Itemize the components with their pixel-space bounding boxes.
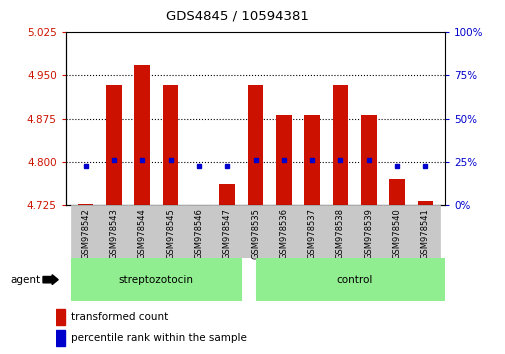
Bar — [134, 65, 150, 205]
Text: GSM978538: GSM978538 — [335, 208, 344, 259]
Bar — [360, 115, 376, 205]
Bar — [106, 85, 122, 205]
Bar — [247, 85, 263, 205]
Bar — [417, 201, 432, 205]
Text: streptozotocin: streptozotocin — [119, 275, 193, 285]
Bar — [297, 205, 326, 258]
Bar — [156, 205, 184, 258]
Bar — [326, 205, 354, 258]
Bar — [304, 115, 319, 205]
Bar — [99, 205, 128, 258]
Bar — [382, 205, 411, 258]
Text: GSM978547: GSM978547 — [222, 208, 231, 259]
Text: GSM978537: GSM978537 — [307, 208, 316, 259]
Bar — [163, 85, 178, 205]
Bar — [128, 205, 156, 258]
Bar — [276, 115, 291, 205]
Text: GSM978540: GSM978540 — [392, 208, 401, 259]
Bar — [71, 258, 241, 301]
Text: GSM978546: GSM978546 — [194, 208, 203, 259]
Text: transformed count: transformed count — [71, 312, 168, 322]
Text: GSM978545: GSM978545 — [166, 208, 175, 259]
Text: GSM978542: GSM978542 — [81, 208, 90, 259]
Text: GDS4845 / 10594381: GDS4845 / 10594381 — [166, 10, 309, 22]
Bar — [269, 205, 297, 258]
Text: agent: agent — [10, 275, 40, 285]
Bar — [219, 184, 234, 205]
Bar — [71, 205, 99, 258]
Bar — [354, 205, 382, 258]
Text: control: control — [336, 275, 372, 285]
Text: GSM978544: GSM978544 — [137, 208, 146, 259]
Bar — [213, 205, 241, 258]
Bar — [411, 205, 439, 258]
Bar — [388, 179, 404, 205]
Bar — [255, 258, 453, 301]
Bar — [56, 309, 65, 325]
Text: GSM978539: GSM978539 — [364, 208, 373, 259]
Bar — [332, 85, 347, 205]
Bar — [184, 205, 213, 258]
Text: GSM978535: GSM978535 — [250, 208, 260, 259]
Bar — [241, 205, 269, 258]
Text: GSM978543: GSM978543 — [109, 208, 118, 259]
Text: percentile rank within the sample: percentile rank within the sample — [71, 333, 246, 343]
Text: GSM978536: GSM978536 — [279, 208, 288, 259]
Text: GSM978541: GSM978541 — [420, 208, 429, 259]
Bar — [56, 330, 65, 346]
Bar — [78, 204, 93, 205]
